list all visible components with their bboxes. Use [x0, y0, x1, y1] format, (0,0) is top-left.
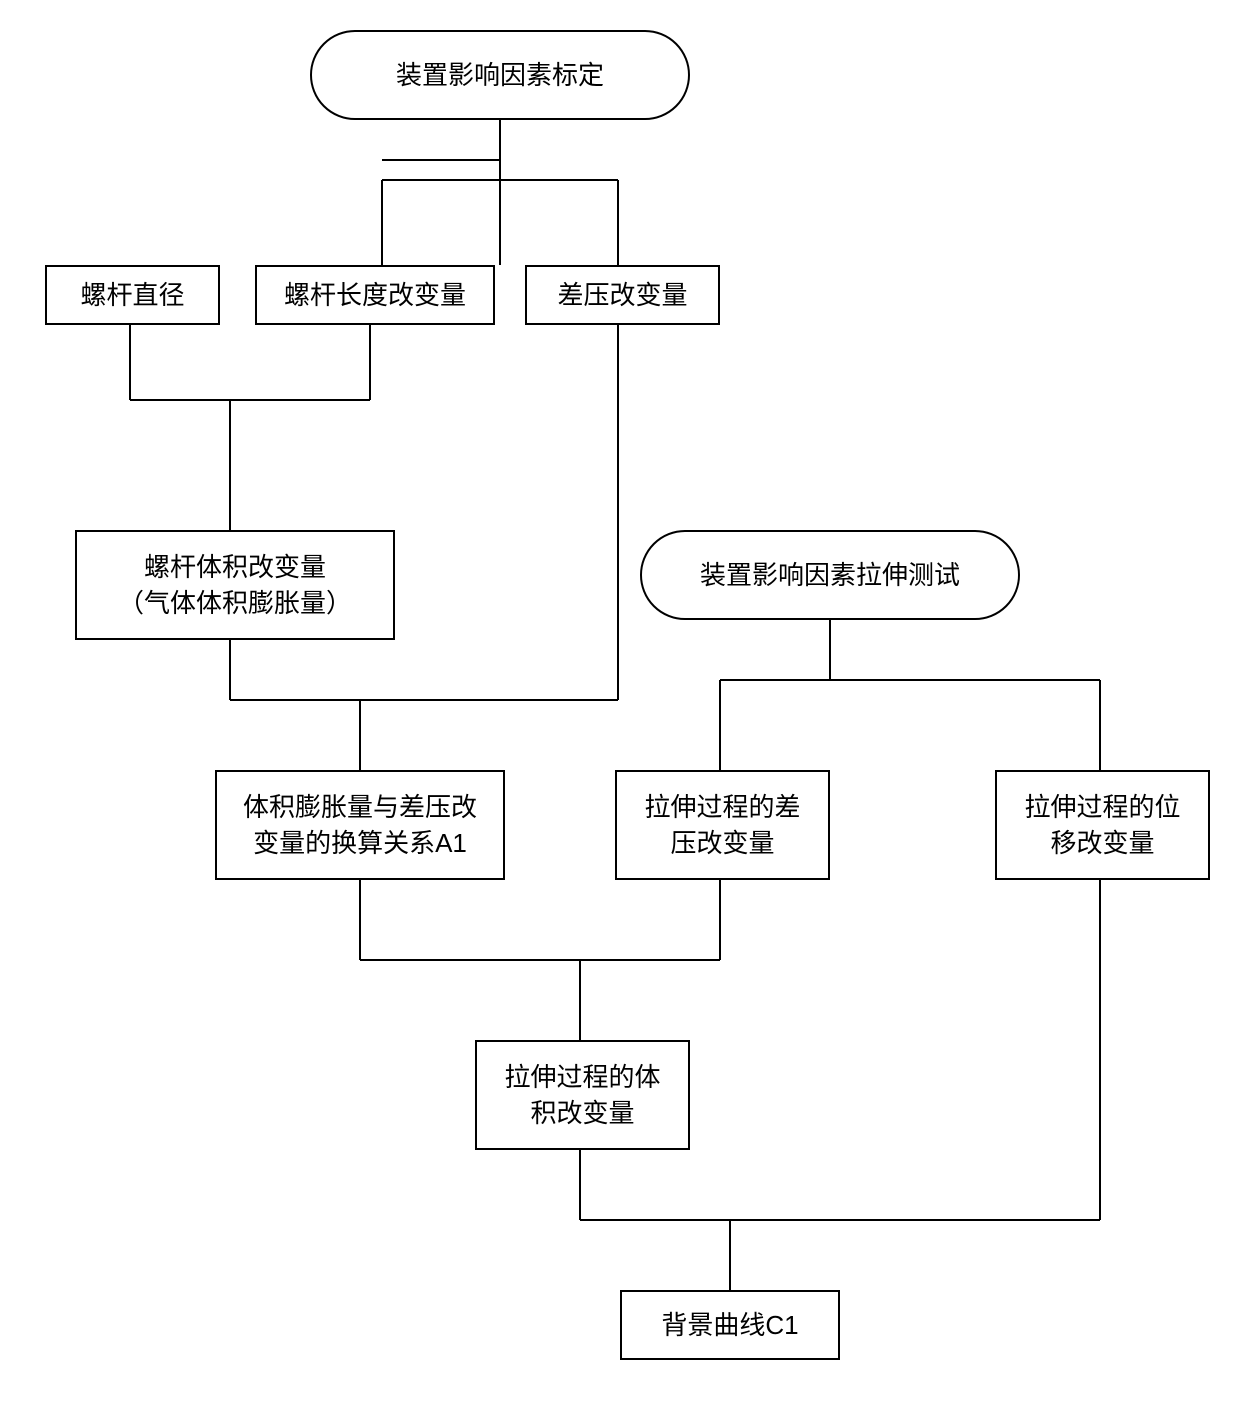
- node-label: 体积膨胀量与差压改 变量的换算关系A1: [243, 789, 477, 862]
- node-tensile-test: 装置影响因素拉伸测试: [640, 530, 1020, 620]
- node-label: 拉伸过程的体 积改变量: [504, 1059, 660, 1132]
- node-label: 拉伸过程的差 压改变量: [644, 789, 800, 862]
- node-screw-diameter: 螺杆直径: [45, 265, 220, 325]
- node-diff-pressure-change: 差压改变量: [525, 265, 720, 325]
- node-label: 螺杆直径: [80, 277, 184, 313]
- node-label: 背景曲线C1: [661, 1307, 798, 1343]
- node-label: 拉伸过程的位 移改变量: [1024, 789, 1180, 862]
- node-tensile-displacement: 拉伸过程的位 移改变量: [995, 770, 1210, 880]
- node-label: 螺杆长度改变量: [284, 277, 466, 313]
- node-label: 装置影响因素标定: [396, 57, 604, 93]
- flowchart-connectors: [0, 0, 1240, 1418]
- node-top-calibration: 装置影响因素标定: [310, 30, 690, 120]
- flowchart-lines: [0, 0, 1240, 1418]
- node-background-curve: 背景曲线C1: [620, 1290, 840, 1360]
- node-tensile-volume-change: 拉伸过程的体 积改变量: [475, 1040, 690, 1150]
- node-screw-length-change: 螺杆长度改变量: [255, 265, 495, 325]
- node-conversion-a1: 体积膨胀量与差压改 变量的换算关系A1: [215, 770, 505, 880]
- node-screw-volume-change: 螺杆体积改变量 （气体体积膨胀量）: [75, 530, 395, 640]
- node-label: 螺杆体积改变量 （气体体积膨胀量）: [118, 549, 352, 622]
- node-tensile-diff-pressure: 拉伸过程的差 压改变量: [615, 770, 830, 880]
- node-label: 装置影响因素拉伸测试: [700, 557, 960, 593]
- node-label: 差压改变量: [557, 277, 687, 313]
